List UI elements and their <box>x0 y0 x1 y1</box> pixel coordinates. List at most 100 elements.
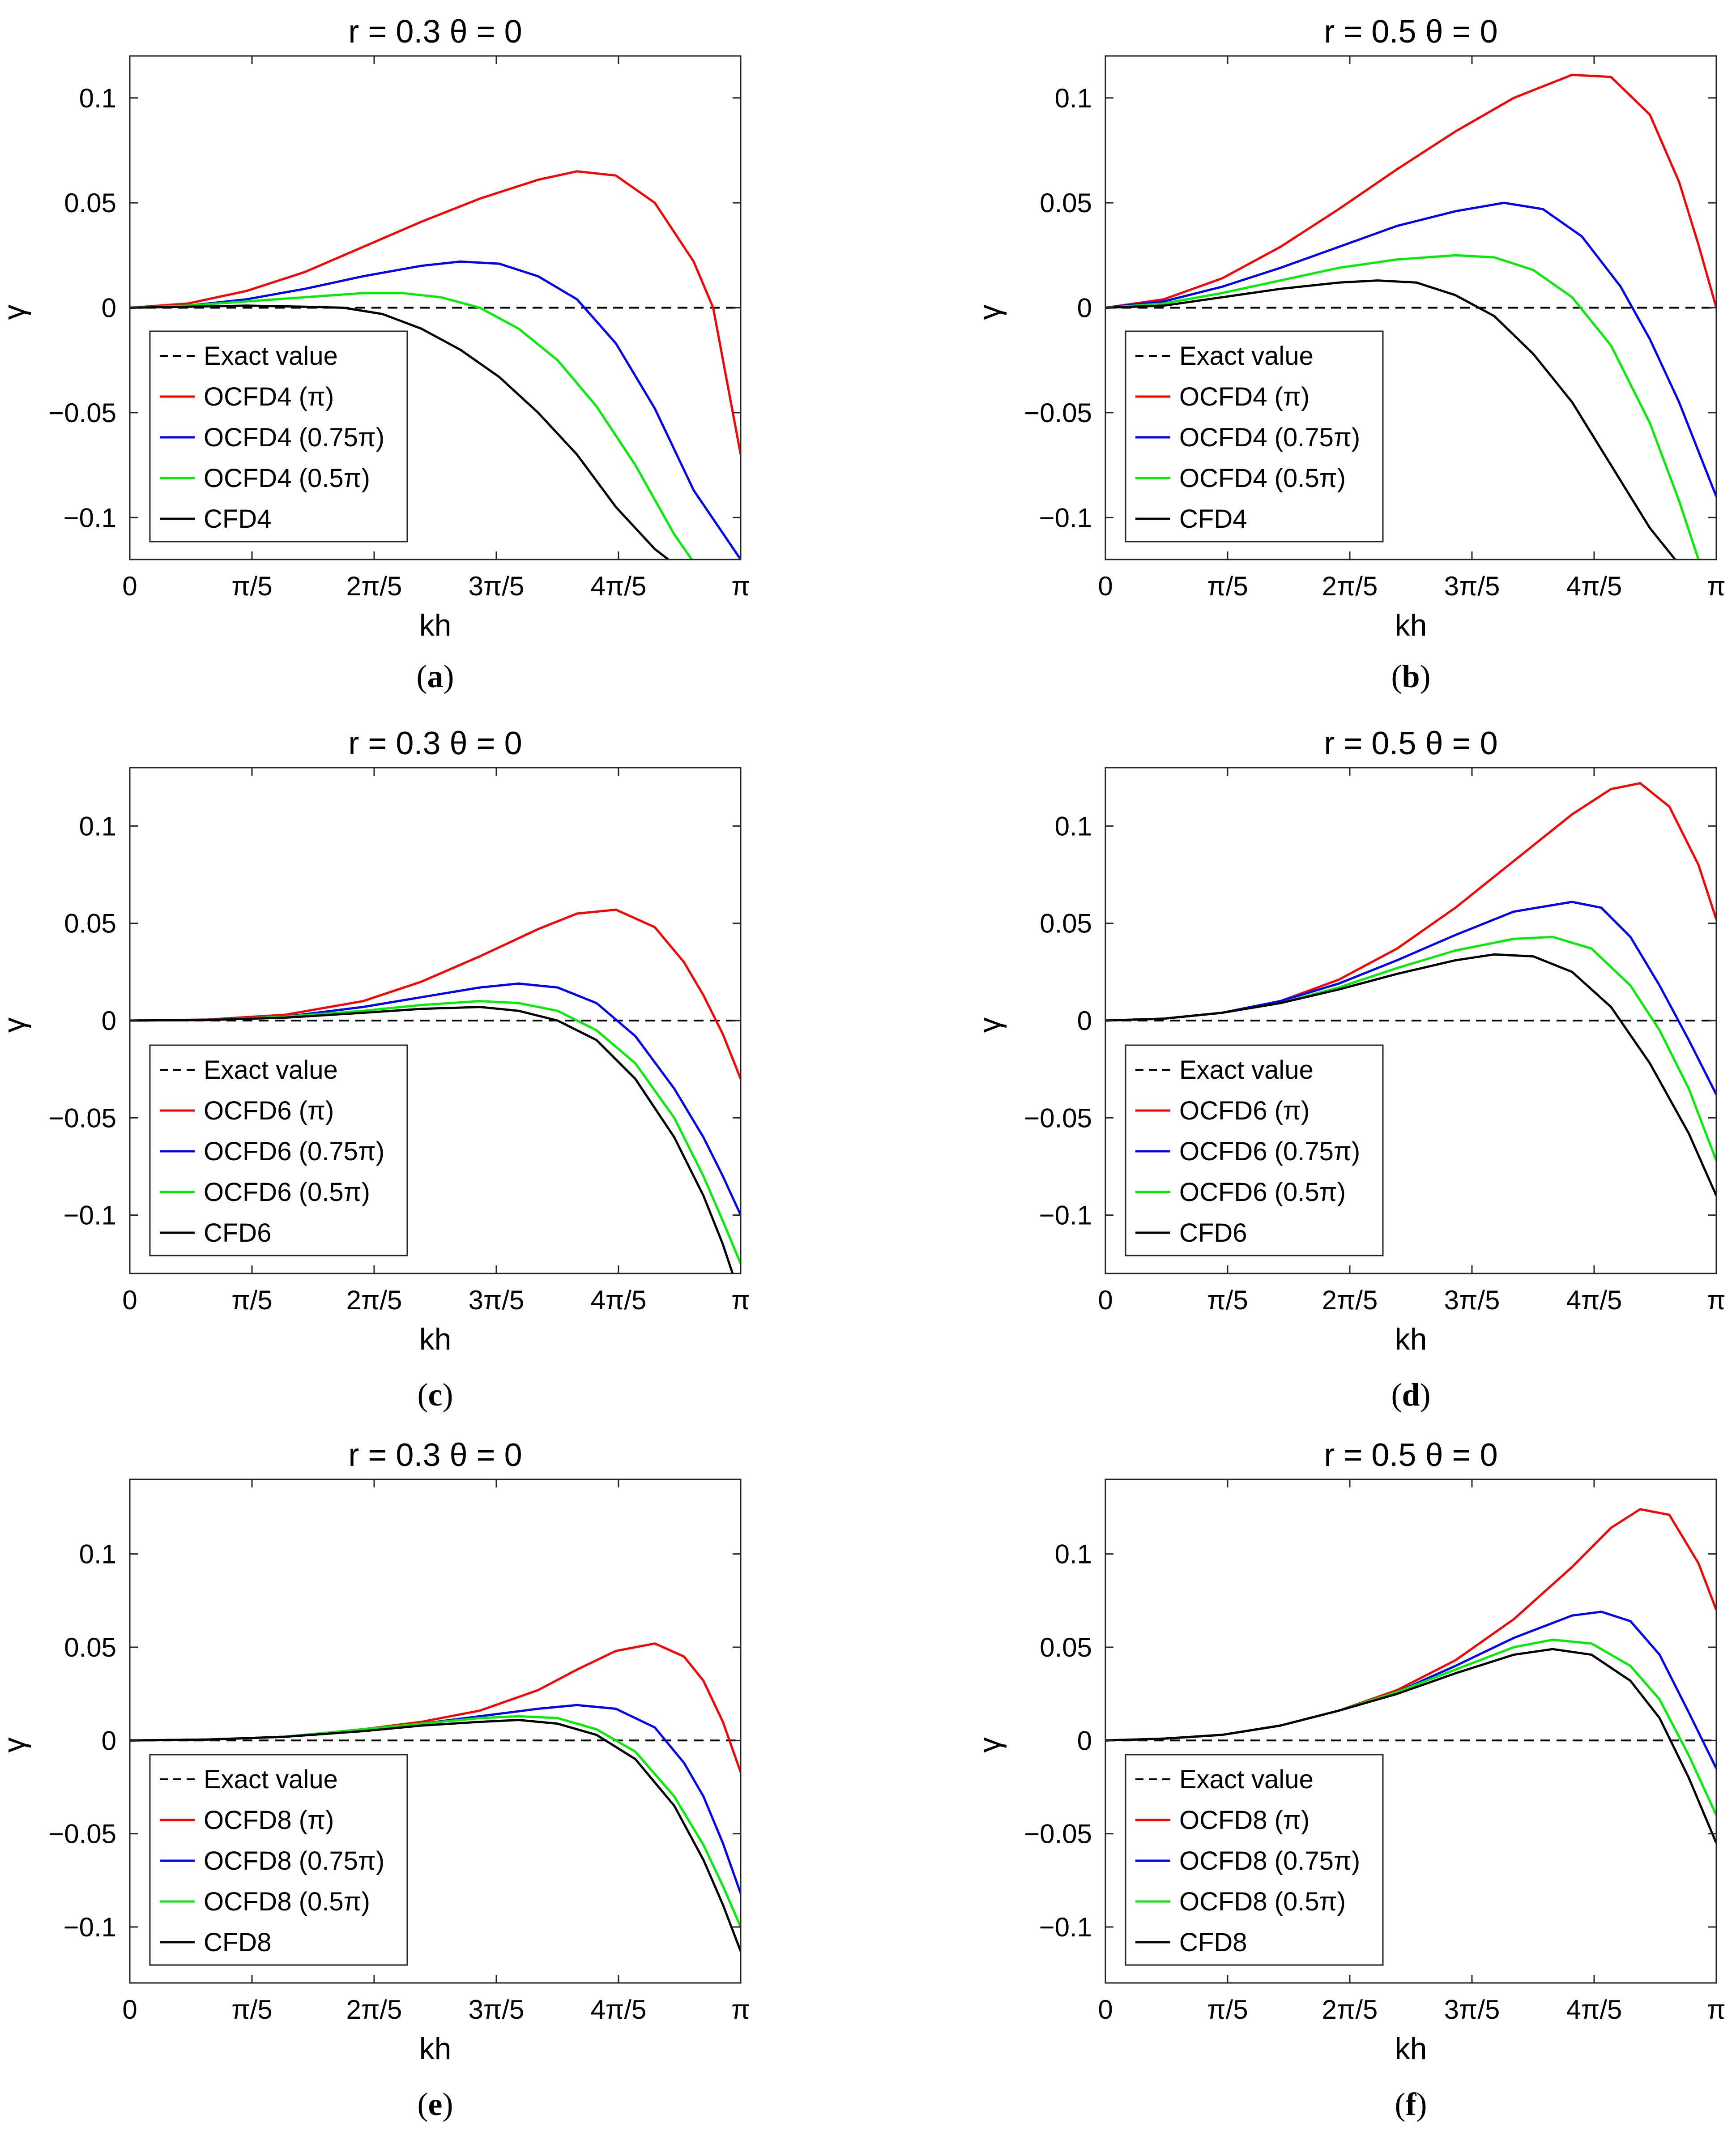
x-tick-label: 3π/5 <box>469 1285 525 1315</box>
legend-entry: CFD8 <box>204 1928 271 1957</box>
plot-area <box>130 908 741 1273</box>
panel-caption-letter: d <box>1402 1377 1420 1413</box>
series-line-cfd4 <box>130 304 670 560</box>
panel-caption-letter: b <box>1402 658 1420 694</box>
y-tick-label: 0.1 <box>79 1539 116 1569</box>
legend-entry: OCFD6 (π) <box>1179 1096 1309 1125</box>
panel-caption: (f) <box>1395 2086 1427 2122</box>
y-tick-label: −0.1 <box>1039 1201 1092 1230</box>
x-tick-label: π/5 <box>231 571 272 601</box>
x-tick-label: 2π/5 <box>1322 1995 1378 2025</box>
x-axis-label: kh <box>1395 1322 1427 1356</box>
panel-caption: (a) <box>417 658 454 694</box>
series-line-cfd6 <box>1105 953 1716 1196</box>
x-tick-label: 0 <box>122 1995 137 2025</box>
x-tick-label: π/5 <box>1207 571 1248 601</box>
y-tick-label: −0.1 <box>64 503 116 533</box>
y-tick-label: −0.05 <box>48 1103 116 1133</box>
panel-caption: (c) <box>418 1377 453 1413</box>
y-axis-label: γ <box>973 305 1007 320</box>
legend: Exact value OCFD4 (π) OCFD4 (0.75π) OCFD4 (… <box>1125 330 1384 543</box>
x-axis-label: kh <box>1395 2032 1427 2066</box>
x-tick-label: 3π/5 <box>1444 1995 1500 2025</box>
chart-title: r = 0.5 θ = 0 <box>1324 14 1497 50</box>
x-tick-label: π <box>1707 1995 1725 2025</box>
series-line-cfd8 <box>1105 1648 1716 1844</box>
y-tick-label: −0.1 <box>1039 1912 1092 1942</box>
x-tick-label: 0 <box>1098 1285 1113 1315</box>
legend-entry: OCFD8 (0.75π) <box>204 1846 384 1876</box>
y-axis-label: γ <box>973 1017 1007 1033</box>
panel-caption-letter: c <box>428 1377 443 1413</box>
series-line-ocfd8- <box>130 1642 741 1773</box>
series-line-cfd8 <box>130 1719 741 1952</box>
series-line-ocfd4-0.5- <box>1105 254 1700 560</box>
legend-entry: OCFD4 (0.75π) <box>204 423 384 452</box>
y-tick-label: 0 <box>1077 293 1092 323</box>
legend-entry: CFD4 <box>1179 504 1247 534</box>
y-tick-label: 0.1 <box>1055 83 1092 113</box>
y-tick-label: 0.05 <box>64 188 116 218</box>
y-tick-label: −0.05 <box>1024 1103 1092 1133</box>
x-tick-label: 3π/5 <box>1444 1285 1500 1315</box>
legend-entry: Exact value <box>204 1765 338 1794</box>
x-tick-label: 0 <box>1098 571 1113 601</box>
x-tick-label: 3π/5 <box>1444 571 1500 601</box>
chart-panel-b: r = 0.5 θ = 0 0 π/5 2π/5 3π/5 4π/5 π −0.1 −0.05 0… <box>973 14 1726 694</box>
x-tick-label: 2π/5 <box>346 1995 402 2025</box>
series-line-cfd4 <box>1105 279 1676 560</box>
legend-entry: OCFD4 (0.5π) <box>1179 464 1346 493</box>
series-line-ocfd4-0.75- <box>1105 201 1716 497</box>
legend: Exact value OCFD4 (π) OCFD4 (0.75π) OCFD4 (… <box>149 330 408 543</box>
y-tick-label: 0 <box>1077 1006 1092 1036</box>
legend-entry: OCFD4 (π) <box>204 382 334 411</box>
legend-entry: OCFD8 (π) <box>204 1806 334 1835</box>
legend: Exact value OCFD8 (π) OCFD8 (0.75π) OCFD8 (… <box>1125 1754 1384 1966</box>
chart-panel-d: r = 0.5 θ = 0 0 π/5 2π/5 3π/5 4π/5 π −0.1 −0.05 0… <box>973 726 1726 1413</box>
legend-entry: Exact value <box>1179 342 1314 371</box>
y-tick-label: 0.05 <box>1040 909 1092 939</box>
legend-entry: CFD8 <box>1179 1928 1247 1957</box>
legend: Exact value OCFD6 (π) OCFD6 (0.75π) OCFD6 (… <box>149 1044 408 1256</box>
legend-entry: CFD4 <box>204 504 271 534</box>
series-line-ocfd6- <box>1105 782 1716 1022</box>
x-tick-label: π <box>731 1995 750 2025</box>
y-tick-label: −0.05 <box>48 398 116 428</box>
x-tick-label: π <box>1707 571 1725 601</box>
y-tick-label: −0.1 <box>64 1201 116 1230</box>
x-axis-label: kh <box>419 1322 452 1356</box>
series-line-cfd6 <box>130 1006 734 1273</box>
x-tick-label: 3π/5 <box>469 1995 525 2025</box>
y-axis-label: γ <box>0 1737 31 1752</box>
legend-entry: Exact value <box>204 1055 338 1085</box>
legend-entry: OCFD8 (π) <box>1179 1806 1309 1835</box>
chart-title: r = 0.3 θ = 0 <box>348 1437 522 1473</box>
y-axis-label: γ <box>0 305 31 320</box>
chart-title: r = 0.3 θ = 0 <box>348 726 522 761</box>
chart-panel-a: r = 0.3 θ = 0 0 π/5 2π/5 3π/5 4π/5 π −0.1 −0.05 0… <box>0 14 750 694</box>
legend-entry: CFD6 <box>1179 1218 1247 1248</box>
axes-box <box>1105 1478 1717 1984</box>
y-tick-label: 0.05 <box>1040 1632 1092 1662</box>
legend-entry: OCFD8 (0.75π) <box>1179 1846 1360 1876</box>
y-tick-label: −0.1 <box>64 1912 116 1942</box>
y-tick-label: 0.05 <box>64 1632 116 1662</box>
panel-caption-letter: a <box>427 658 444 694</box>
legend-entry: Exact value <box>1179 1765 1314 1794</box>
legend-entry: OCFD6 (0.75π) <box>204 1137 384 1166</box>
x-tick-label: π <box>731 571 750 601</box>
x-tick-label: 4π/5 <box>1566 571 1622 601</box>
x-tick-label: π/5 <box>231 1285 272 1315</box>
panel-caption: (d) <box>1391 1377 1430 1413</box>
x-tick-label: 2π/5 <box>346 571 402 601</box>
legend-entry: OCFD4 (0.75π) <box>1179 423 1360 452</box>
series-line-ocfd4- <box>1105 73 1716 309</box>
x-axis-label: kh <box>419 2032 452 2066</box>
x-tick-label: π/5 <box>1207 1995 1248 2025</box>
series-line-ocfd4-0.5- <box>130 292 693 560</box>
y-tick-label: 0.1 <box>79 811 116 841</box>
chart-panel-e: r = 0.3 θ = 0 0 π/5 2π/5 3π/5 4π/5 π −0.1 −0.05 0… <box>0 1437 750 2122</box>
panel-caption-letter: e <box>428 2086 443 2122</box>
plot-area <box>1105 782 1716 1196</box>
